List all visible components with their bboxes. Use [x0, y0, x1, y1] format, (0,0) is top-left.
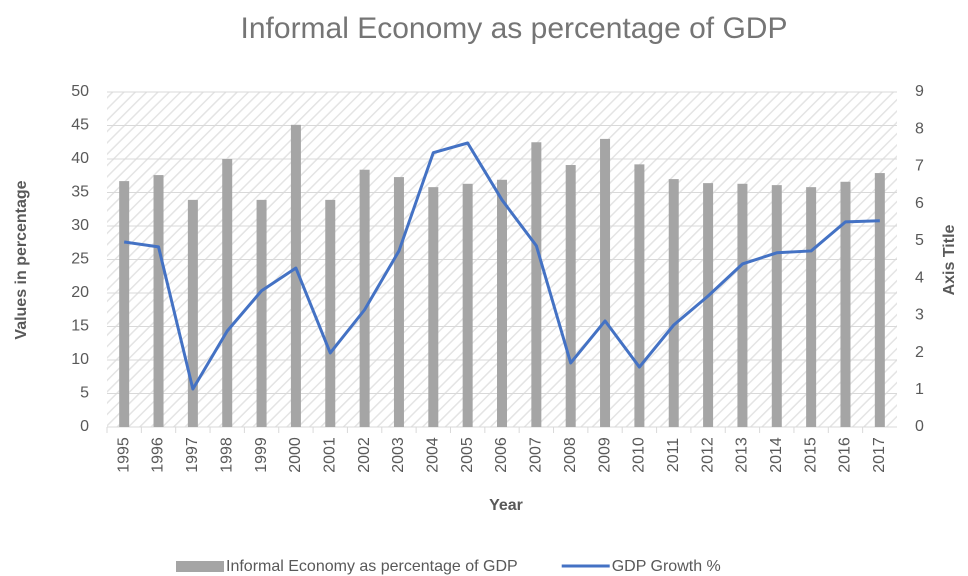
y-tick-label: 20	[71, 284, 89, 301]
bar	[565, 165, 576, 427]
y2-tick-label: 8	[915, 120, 924, 137]
y-tick-label: 15	[71, 318, 89, 335]
bar	[290, 124, 301, 427]
y-tick-label: 25	[71, 251, 89, 268]
y2-tick-label: 1	[915, 381, 924, 398]
x-tick-label: 1995	[115, 437, 132, 473]
bar	[840, 181, 851, 427]
x-tick-label: 2005	[459, 437, 476, 473]
bar	[393, 177, 404, 427]
y2-tick-label: 6	[915, 195, 924, 212]
legend-label: Informal Economy as percentage of GDP	[226, 558, 518, 575]
bar	[737, 183, 748, 427]
x-axis-title: Year	[489, 497, 523, 514]
y-tick-label: 0	[80, 418, 89, 435]
x-tick-label: 2006	[493, 437, 510, 473]
bar	[874, 173, 885, 427]
y2-tick-label: 2	[915, 344, 924, 361]
x-tick-label: 2000	[287, 437, 304, 473]
x-tick-label: 2003	[390, 437, 407, 473]
y-tick-label: 5	[80, 385, 89, 402]
bar	[222, 159, 233, 427]
x-tick-label: 1997	[184, 437, 201, 473]
bar	[771, 185, 782, 427]
y-axis-title: Values in percentage	[13, 180, 30, 339]
x-tick-label: 2017	[871, 437, 888, 473]
y2-tick-label: 3	[915, 307, 924, 324]
line-series	[123, 141, 880, 391]
bar	[703, 183, 714, 427]
x-tick-label: 2002	[356, 437, 373, 473]
chart-title: Informal Economy as percentage of GDP	[241, 12, 788, 45]
x-tick-label: 1999	[253, 437, 270, 473]
bar	[325, 199, 336, 427]
x-tick-label: 2007	[528, 437, 545, 473]
bar	[806, 187, 817, 427]
x-tick-label: 2004	[425, 437, 442, 473]
y2-tick-label: 9	[915, 83, 924, 100]
y-tick-label: 40	[71, 150, 89, 167]
bar	[256, 199, 267, 427]
legend-swatch	[176, 561, 224, 572]
y-tick-label: 45	[71, 117, 89, 134]
y-tick-label: 50	[71, 83, 89, 100]
x-tick-label: 2001	[321, 437, 338, 473]
bar	[359, 169, 370, 427]
x-tick-label: 2013	[734, 437, 751, 473]
y-tick-label: 10	[71, 351, 89, 368]
y-tick-label: 30	[71, 217, 89, 234]
x-tick-label: 1996	[150, 437, 167, 473]
bar	[668, 179, 679, 427]
x-tick-label: 2009	[596, 437, 613, 473]
y2-tick-label: 7	[915, 158, 924, 175]
bar	[119, 181, 130, 427]
x-tick-label: 2016	[837, 437, 854, 473]
y2-tick-label: 0	[915, 418, 924, 435]
bar	[462, 183, 473, 427]
bar	[428, 187, 439, 427]
bar	[497, 179, 507, 427]
bar	[187, 199, 198, 427]
x-tick-label: 2014	[768, 437, 785, 473]
x-tick-label: 2008	[562, 437, 579, 473]
x-tick-label: 2011	[665, 438, 682, 473]
bar	[531, 142, 542, 427]
y2-tick-label: 4	[915, 269, 924, 286]
y2-tick-label: 5	[915, 232, 924, 249]
x-tick-label: 2015	[802, 437, 819, 473]
y-tick-label: 35	[71, 184, 89, 201]
x-tick-label: 2010	[631, 437, 648, 473]
legend-label: GDP Growth %	[612, 558, 721, 575]
x-tick-label: 2012	[699, 437, 716, 473]
bar	[634, 164, 645, 428]
bar	[153, 175, 164, 427]
y2-axis-title: Axis Title	[941, 224, 958, 295]
x-tick-label: 1998	[218, 437, 235, 473]
bar	[600, 138, 611, 427]
